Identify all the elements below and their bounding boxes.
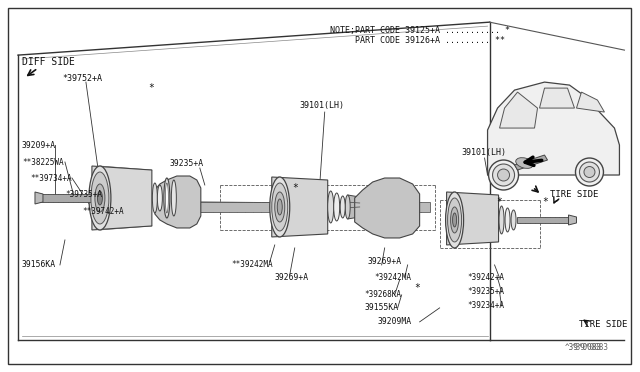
Ellipse shape — [340, 196, 345, 218]
Ellipse shape — [584, 167, 595, 177]
Ellipse shape — [172, 180, 177, 216]
Ellipse shape — [152, 183, 157, 213]
Ellipse shape — [452, 213, 456, 227]
Ellipse shape — [575, 158, 604, 186]
Text: ^39*0083: ^39*0083 — [572, 343, 609, 352]
Text: *39268KA: *39268KA — [365, 291, 402, 299]
Text: 39209MA: 39209MA — [378, 317, 412, 326]
Text: 39101(LH): 39101(LH) — [461, 148, 507, 157]
Polygon shape — [155, 176, 201, 228]
Text: ^39*0083: ^39*0083 — [564, 343, 602, 352]
Ellipse shape — [165, 183, 168, 213]
Polygon shape — [272, 177, 328, 237]
Ellipse shape — [157, 185, 163, 211]
Text: 39101(LH): 39101(LH) — [300, 100, 345, 110]
Text: 39269+A: 39269+A — [275, 273, 309, 282]
Text: 39156KA: 39156KA — [22, 260, 56, 269]
Text: DIFF SIDE: DIFF SIDE — [22, 57, 75, 67]
Ellipse shape — [445, 192, 463, 248]
Text: *39735+A: *39735+A — [65, 190, 102, 199]
Polygon shape — [92, 166, 152, 230]
Ellipse shape — [269, 177, 290, 237]
Text: *: * — [543, 197, 548, 207]
Ellipse shape — [447, 198, 461, 242]
Ellipse shape — [579, 162, 600, 182]
Text: **39742+A: **39742+A — [82, 208, 124, 217]
Ellipse shape — [89, 166, 111, 230]
Ellipse shape — [275, 192, 285, 222]
Ellipse shape — [516, 158, 533, 169]
Text: *: * — [497, 197, 502, 207]
Text: *: * — [415, 283, 420, 293]
Text: **39242MA: **39242MA — [232, 260, 273, 269]
Bar — [200, 202, 429, 212]
Text: **39734+A: **39734+A — [30, 173, 72, 183]
Text: *39242MA: *39242MA — [374, 273, 412, 282]
Text: PART CODE 39126+A ......... **: PART CODE 39126+A ......... ** — [330, 36, 505, 45]
Bar — [516, 217, 572, 223]
Text: 39269+A: 39269+A — [367, 257, 402, 266]
Text: *39752+A: *39752+A — [62, 74, 102, 83]
Text: **38225WA: **38225WA — [22, 157, 63, 167]
Text: *: * — [292, 183, 298, 193]
Text: NOTE;PART CODE 39125+A ........... *: NOTE;PART CODE 39125+A ........... * — [330, 26, 509, 35]
Ellipse shape — [497, 169, 509, 181]
Text: 39235+A: 39235+A — [170, 158, 204, 167]
Ellipse shape — [333, 193, 340, 221]
Ellipse shape — [499, 206, 504, 234]
Polygon shape — [500, 92, 538, 128]
Text: 39155KA: 39155KA — [365, 304, 399, 312]
Polygon shape — [568, 215, 577, 225]
Ellipse shape — [97, 191, 102, 205]
Ellipse shape — [164, 178, 170, 218]
Polygon shape — [540, 88, 575, 108]
Text: *39235+A: *39235+A — [468, 288, 504, 296]
Ellipse shape — [451, 207, 459, 233]
Polygon shape — [348, 195, 360, 219]
Text: 39209+A: 39209+A — [22, 141, 56, 150]
Polygon shape — [488, 82, 620, 175]
Ellipse shape — [511, 210, 516, 230]
Text: *39242+A: *39242+A — [468, 273, 504, 282]
Ellipse shape — [505, 208, 510, 232]
Ellipse shape — [277, 199, 282, 215]
Ellipse shape — [488, 160, 518, 190]
Text: TIRE SIDE: TIRE SIDE — [550, 190, 598, 199]
Ellipse shape — [95, 184, 105, 212]
Text: *39234+A: *39234+A — [468, 301, 504, 310]
Polygon shape — [515, 155, 547, 170]
Ellipse shape — [328, 191, 333, 223]
Bar — [35, 194, 92, 202]
Ellipse shape — [493, 164, 515, 186]
Polygon shape — [577, 92, 604, 112]
Polygon shape — [355, 178, 420, 238]
Polygon shape — [447, 192, 499, 245]
Polygon shape — [35, 192, 43, 204]
Ellipse shape — [91, 172, 109, 224]
Text: TIRE SIDE: TIRE SIDE — [579, 320, 628, 329]
Ellipse shape — [272, 183, 288, 231]
Ellipse shape — [345, 195, 350, 219]
Text: *: * — [148, 83, 154, 93]
